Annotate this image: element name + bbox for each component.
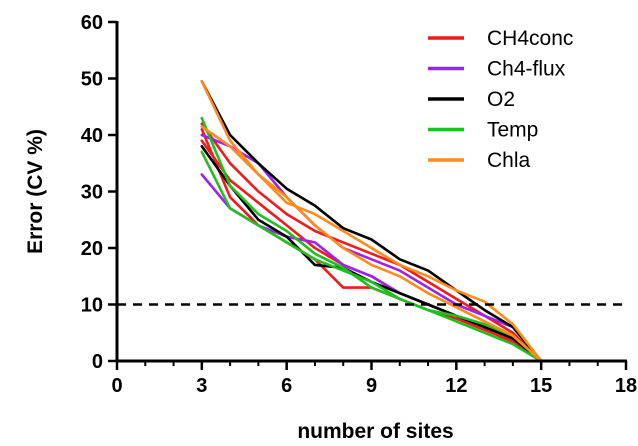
axes: 0 3 6 9 12 15 18 0 10 20 30 40 50 60	[81, 12, 637, 397]
x-tick-label: 15	[530, 375, 552, 397]
y-axis-label: Error (CV %)	[24, 129, 47, 254]
y-tick-label: 30	[81, 182, 103, 204]
legend-item-ch4conc: CH4conc	[428, 27, 573, 50]
series-line	[200, 116, 543, 363]
legend-label: O2	[487, 88, 515, 111]
series-line	[200, 125, 543, 363]
series-line	[200, 80, 543, 363]
y-tick-label: 0	[92, 351, 103, 373]
legend-item-chla: Chla	[428, 149, 531, 172]
series-chla	[200, 80, 543, 363]
y-tick-label: 60	[81, 12, 103, 34]
x-tick-label: 0	[111, 375, 122, 397]
x-tick-label: 18	[615, 375, 637, 397]
y-tick-label: 10	[81, 295, 103, 317]
x-tick-label: 6	[281, 375, 292, 397]
x-tick-label: 12	[445, 375, 467, 397]
series-layer	[200, 80, 543, 363]
legend-label: Chla	[487, 149, 531, 172]
legend-label: CH4conc	[487, 27, 573, 50]
series-line	[200, 150, 543, 363]
y-tick-label: 40	[81, 125, 103, 147]
legend-item-o2: O2	[428, 88, 515, 111]
legend-label: Temp	[487, 119, 538, 142]
legend-label: Ch4-flux	[487, 58, 566, 81]
y-tick-label: 50	[81, 69, 103, 91]
y-tick-label: 20	[81, 238, 103, 260]
legend-item-ch4-flux: Ch4-flux	[428, 58, 566, 81]
legend-item-temp: Temp	[428, 119, 538, 142]
x-tick-label: 3	[196, 375, 207, 397]
x-axis-label: number of sites	[297, 420, 453, 443]
series-temp	[200, 116, 543, 363]
x-tick-label: 9	[366, 375, 377, 397]
legend: CH4conc Ch4-flux O2 Temp Chla	[428, 27, 573, 172]
